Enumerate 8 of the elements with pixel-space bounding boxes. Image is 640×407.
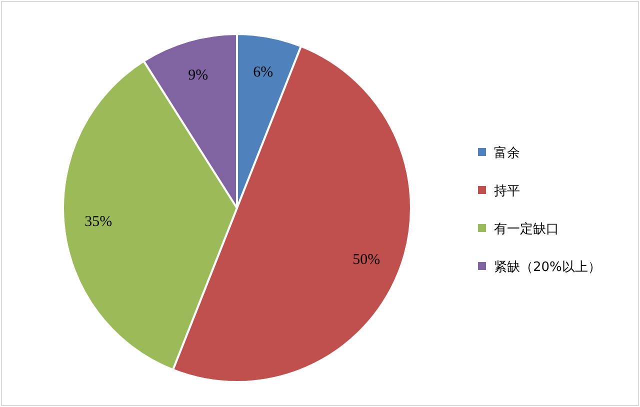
data-label: 6% bbox=[253, 64, 274, 80]
data-label: 9% bbox=[188, 67, 208, 84]
legend-label: 紧缺（20%以上） bbox=[494, 260, 601, 275]
data-label: 50% bbox=[352, 252, 380, 268]
legend-label: 持平 bbox=[494, 184, 520, 199]
legend-label: 有一定缺口 bbox=[494, 222, 559, 237]
legend-label: 富余 bbox=[494, 145, 520, 161]
data-label: 35% bbox=[84, 214, 112, 230]
